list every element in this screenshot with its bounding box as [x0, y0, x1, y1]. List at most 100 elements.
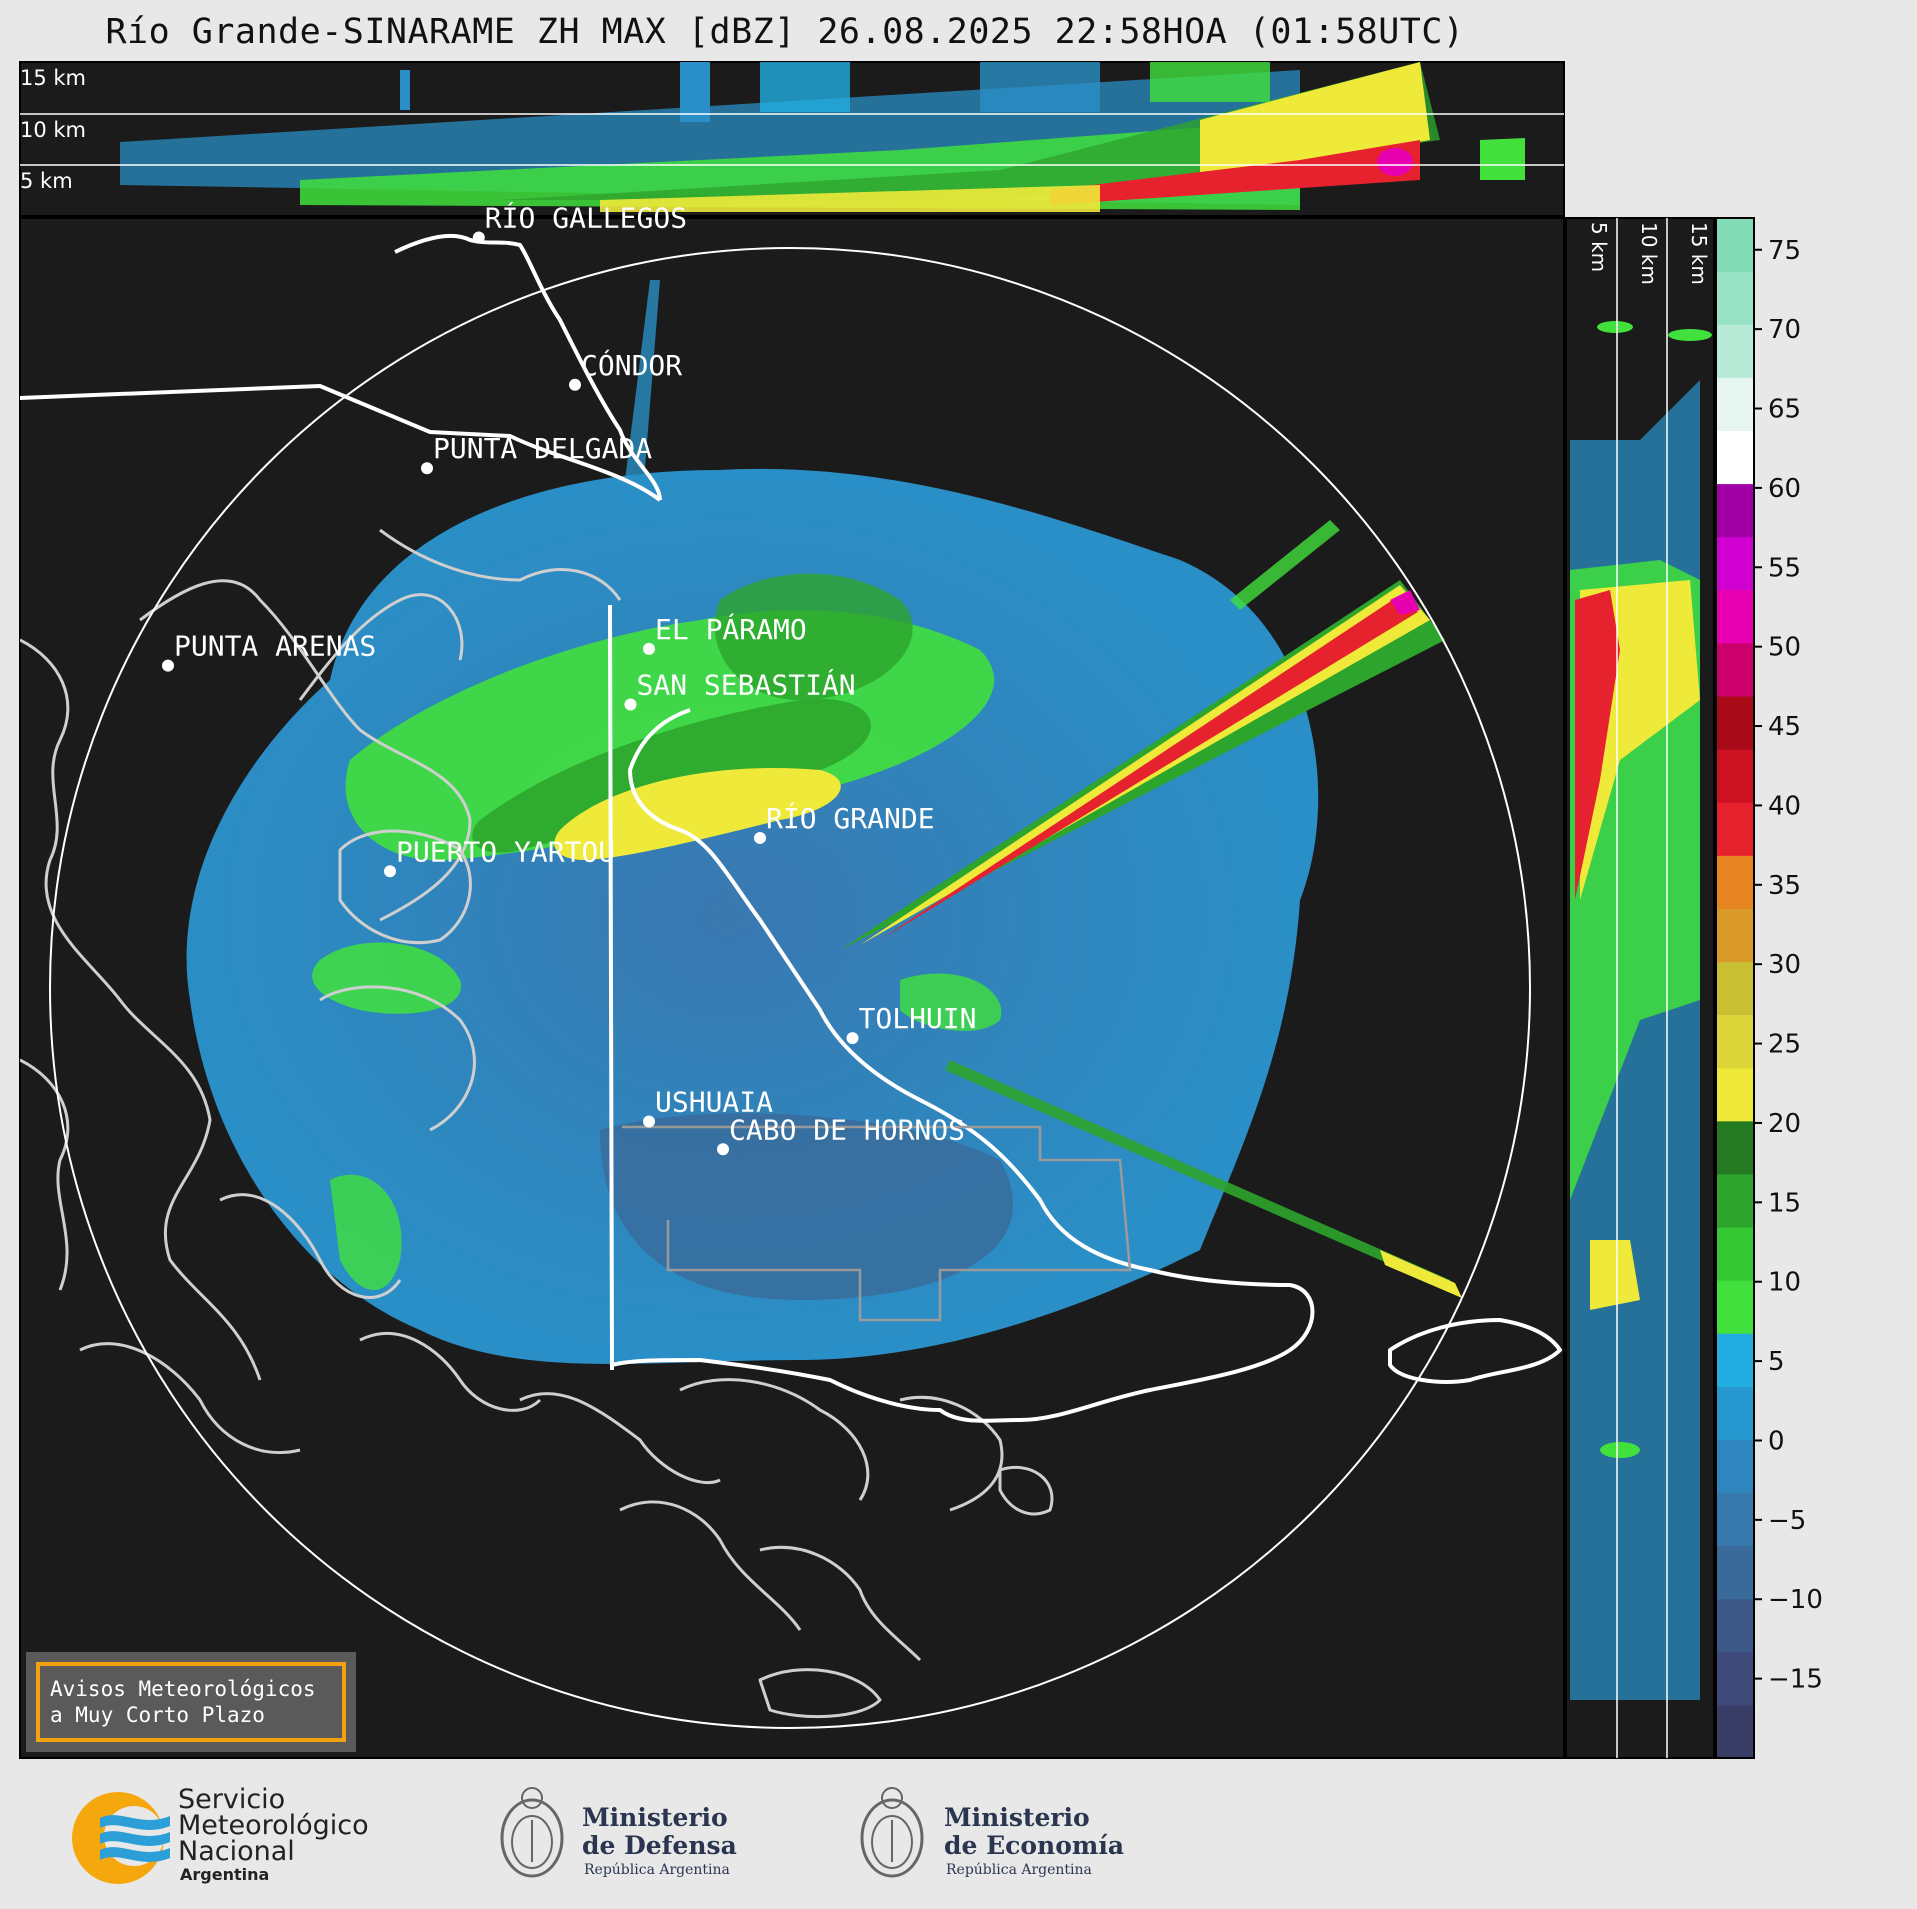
colorbar-segment: [1716, 695, 1754, 750]
colorbar-segment: [1716, 1333, 1754, 1387]
economia-line-2: de Economía: [944, 1831, 1124, 1860]
top-altitude-label-5: 5 km: [20, 169, 73, 193]
colorbar-tick-label: 40: [1768, 791, 1801, 821]
notice-line-1: Avisos Meteorológicos: [50, 1677, 316, 1701]
colorbar-tick-label: −5: [1768, 1506, 1806, 1536]
colorbar-segment: [1716, 324, 1754, 378]
colorbar-tick-label: −15: [1768, 1665, 1823, 1695]
colorbar-tick-label: 75: [1768, 236, 1801, 266]
colorbar-segment: [1716, 1439, 1754, 1494]
colorbar-segment: [1716, 1545, 1754, 1600]
colorbar-tick-label: 50: [1768, 633, 1801, 663]
colorbar-segment: [1716, 908, 1754, 963]
side-altitude-label-15: 15 km: [1687, 222, 1711, 285]
coastlines: [20, 528, 1054, 1718]
place-marker: [717, 1143, 729, 1156]
colorbar-segment: [1716, 855, 1754, 909]
economia-line-1: Ministerio: [944, 1803, 1090, 1832]
colorbar-segment: [1716, 1651, 1754, 1706]
place-label: TOLHUIN: [859, 1002, 977, 1035]
colorbar-segment: [1716, 1014, 1754, 1069]
colorbar-segment: [1716, 483, 1754, 538]
place-marker: [754, 831, 766, 844]
place-marker: [846, 1032, 859, 1045]
colorbar-segment: [1716, 1386, 1754, 1440]
place-marker: [624, 698, 637, 711]
colorbar-segment: [1716, 1280, 1754, 1334]
place-marker: [421, 462, 433, 475]
echo-yellow-core: [554, 768, 841, 860]
province-border: [622, 1125, 1132, 1322]
smn-line-4: Argentina: [180, 1865, 269, 1884]
place-marker: [472, 231, 485, 244]
defensa-line-1: Ministerio: [582, 1803, 728, 1832]
colorbar-segment: [1716, 218, 1754, 272]
place-label: CÓNDOR: [581, 348, 682, 382]
place-marker: [569, 378, 581, 391]
colorbar-segment: [1716, 377, 1754, 432]
place-label: PUNTA ARENAS: [174, 630, 376, 663]
colorbar-segment: [1716, 1704, 1754, 1759]
colorbar-tick-label: 35: [1768, 871, 1801, 901]
place-label: USHUAIA: [655, 1086, 773, 1119]
place-labels-layer: RÍO GALLEGOS CÓNDOR PUNTA DELGADA EL PÁRAMO…: [162, 200, 977, 1156]
notice-line-2: a Muy Corto Plazo: [50, 1703, 265, 1727]
side-altitude-label-5: 5 km: [1587, 222, 1611, 272]
place-marker: [384, 865, 396, 878]
top-altitude-label-15: 15 km: [20, 66, 86, 90]
smn-line-3: Nacional: [178, 1836, 295, 1867]
defensa-line-3: República Argentina: [584, 1862, 730, 1878]
place-marker: [162, 659, 174, 672]
colorbar-segment: [1716, 1226, 1754, 1281]
colorbar-tick-label: 20: [1768, 1109, 1801, 1139]
footer-logos: Servicio Meteorológico Nacional Argentin…: [72, 1784, 1124, 1884]
place-label: EL PÁRAMO: [655, 612, 807, 646]
colorbar-segment: [1716, 1120, 1754, 1175]
place-label: RÍO GALLEGOS: [485, 200, 687, 234]
colorbar-segment: [1716, 642, 1754, 697]
place-label: RÍO GRANDE: [766, 801, 935, 835]
colorbar-segment: [1716, 1067, 1754, 1122]
defensa-logo: Ministerio de Defensa República Argentin…: [500, 1787, 737, 1878]
argentina-coat-of-arms-icon: [500, 1787, 564, 1878]
place-label: SAN SEBASTIÁN: [637, 668, 856, 702]
colorbar-tick-label: 60: [1768, 474, 1801, 504]
colorbar-tick-label: −10: [1768, 1585, 1823, 1615]
smn-line-1: Servicio: [178, 1784, 285, 1815]
colorbar-tick-label: 0: [1768, 1426, 1785, 1456]
smn-line-2: Meteorológico: [178, 1810, 369, 1841]
colorbar-tick-label: 10: [1768, 1268, 1801, 1298]
colorbar-tick-label: 15: [1768, 1188, 1801, 1218]
smn-logo: Servicio Meteorológico Nacional Argentin…: [72, 1784, 369, 1884]
colorbar-segment: [1716, 1173, 1754, 1228]
colorbar-tick-label: 70: [1768, 315, 1801, 345]
place-label: CABO DE HORNOS: [729, 1113, 965, 1146]
defensa-line-2: de Defensa: [582, 1831, 737, 1860]
colorbar-tick-label: 5: [1768, 1347, 1785, 1377]
colorbar-segment: [1716, 1598, 1754, 1653]
colorbar-segment: [1716, 1492, 1754, 1547]
colorbar-segment: [1716, 749, 1754, 803]
colorbar-tick-label: 65: [1768, 395, 1801, 425]
place-marker: [643, 1115, 655, 1128]
colorbar-tick-label: 45: [1768, 712, 1801, 742]
argentina-coat-of-arms-icon: [860, 1787, 924, 1878]
map-title: Río Grande-SINARAME ZH MAX [dBZ] 26.08.2…: [105, 12, 1465, 52]
colorbar-tick-label: 55: [1768, 553, 1801, 583]
colorbar-segment: [1716, 271, 1754, 325]
colorbar-segment: [1716, 589, 1754, 644]
colorbar-segments: [1716, 218, 1754, 1759]
top-cross-section-panel: 15 km 10 km 5 km: [19, 61, 1565, 217]
colorbar-tick-label: 30: [1768, 950, 1801, 980]
borders: [20, 233, 1562, 1423]
colorbar-segment: [1716, 430, 1754, 485]
colorbar-segment: [1716, 802, 1754, 856]
side-altitude-label-10: 10 km: [1637, 222, 1661, 285]
side-cross-section-panel: 5 km 10 km 15 km: [1565, 217, 1715, 1759]
colorbar-segment: [1716, 536, 1754, 591]
economia-logo: Ministerio de Economía República Argenti…: [860, 1787, 1124, 1878]
place-label: PUERTO YARTOU: [396, 835, 615, 868]
top-altitude-label-10: 10 km: [20, 118, 86, 142]
